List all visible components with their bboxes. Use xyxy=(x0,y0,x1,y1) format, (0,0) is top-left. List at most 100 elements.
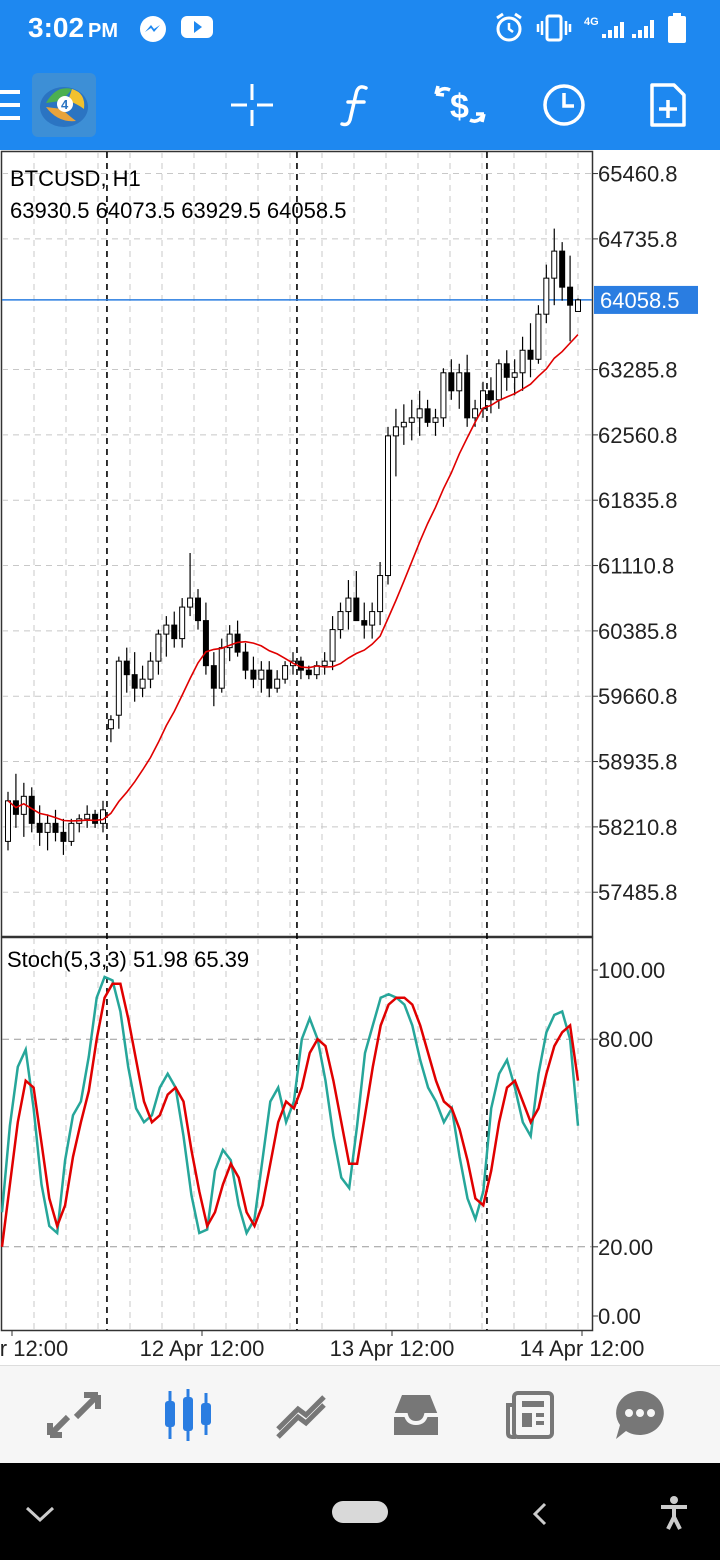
candle-body xyxy=(377,575,384,613)
back-icon[interactable] xyxy=(530,1501,550,1527)
nav-chat[interactable] xyxy=(590,1366,690,1464)
stoch-signal-line xyxy=(0,982,580,1247)
candle-body xyxy=(139,678,146,689)
status-time-value: 3:02 xyxy=(28,12,85,43)
candle-body xyxy=(92,813,99,824)
price-tick-label: 61110.8 xyxy=(598,554,674,579)
top-toolbar: 4 $ xyxy=(0,60,720,150)
trade-button[interactable]: $ xyxy=(418,60,502,150)
candle-body xyxy=(321,660,328,667)
chevron-down-icon[interactable] xyxy=(24,1503,56,1525)
candle xyxy=(234,620,241,657)
candle-body xyxy=(155,633,162,662)
candle xyxy=(195,589,201,630)
candle-body xyxy=(535,313,542,360)
candle-body xyxy=(527,349,534,360)
nav-history[interactable] xyxy=(366,1366,466,1464)
candle xyxy=(282,661,289,684)
current-price-badge xyxy=(594,285,698,314)
candle xyxy=(464,354,471,427)
nav-chart[interactable] xyxy=(138,1366,238,1464)
candles xyxy=(5,228,581,855)
candle-body xyxy=(305,669,312,676)
stoch-tick-label: 20.00 xyxy=(598,1235,653,1260)
new-document-icon xyxy=(650,83,686,127)
candle xyxy=(329,616,336,671)
candle-body xyxy=(202,620,209,667)
candle-body xyxy=(107,719,114,730)
accessibility-icon[interactable] xyxy=(658,1495,690,1531)
crosshair-button[interactable] xyxy=(210,60,294,150)
bottom-navigation xyxy=(0,1365,720,1464)
candle xyxy=(250,656,257,689)
ohlc-label: 63930.5 64073.5 63929.5 64058.5 xyxy=(10,198,346,223)
candle xyxy=(511,359,518,396)
system-navigation-bar xyxy=(0,1463,720,1560)
candle-body xyxy=(559,250,566,288)
chart-canvas[interactable]: 65460.8 64735.8 63285.8 62560.8 61835.8 61110… xyxy=(0,150,720,1365)
indicators-button[interactable] xyxy=(314,60,398,150)
candle-body xyxy=(432,417,439,423)
candle-body xyxy=(551,250,558,279)
candle xyxy=(92,809,99,828)
candle-body xyxy=(282,665,289,680)
candle-body xyxy=(408,417,415,423)
nav-news[interactable] xyxy=(480,1366,580,1464)
trade-nav-icon xyxy=(276,1395,326,1439)
candle-body xyxy=(179,606,186,640)
price-axis: 65460.8 64735.8 63285.8 62560.8 61835.8 61110… xyxy=(592,162,678,905)
candle xyxy=(361,602,368,639)
candle xyxy=(392,408,399,477)
candle xyxy=(171,611,178,648)
candle xyxy=(226,625,233,662)
candle-body xyxy=(147,660,154,680)
price-tick-label: 63285.8 xyxy=(598,358,678,383)
candle-body xyxy=(511,372,518,378)
stoch-main-line xyxy=(0,975,580,1237)
candle-body xyxy=(400,421,407,428)
nav-trade[interactable] xyxy=(252,1366,352,1464)
menu-button[interactable] xyxy=(0,60,26,150)
candle xyxy=(543,264,550,324)
candle xyxy=(139,665,146,698)
candle-body xyxy=(100,809,106,824)
candle xyxy=(52,809,59,842)
candle-body xyxy=(163,624,170,635)
candle-body xyxy=(503,363,510,378)
candle-body xyxy=(519,349,526,374)
candle xyxy=(337,602,344,639)
candle-body xyxy=(210,665,217,689)
candle-body xyxy=(448,372,455,392)
candle xyxy=(551,228,558,306)
price-tick-label: 65460.8 xyxy=(598,162,678,187)
history-icon xyxy=(543,84,585,126)
battery-icon xyxy=(668,13,686,43)
status-bar: 3:02 PM 4G xyxy=(0,0,720,60)
candle-body xyxy=(52,822,59,833)
history-button[interactable] xyxy=(522,60,606,150)
new-order-button[interactable] xyxy=(626,60,710,150)
candle xyxy=(487,377,494,414)
time-tick-label: 9 Apr 12:00 xyxy=(0,1336,68,1361)
candle-body xyxy=(424,408,431,423)
candle-body xyxy=(266,669,273,689)
candle xyxy=(60,818,67,855)
price-tick-label: 61835.8 xyxy=(598,488,678,513)
status-time: 3:02 PM xyxy=(28,12,118,44)
candle xyxy=(432,408,439,436)
candle-body xyxy=(464,372,471,419)
period-separators xyxy=(106,152,488,1330)
candle-body xyxy=(543,277,550,315)
candle-body xyxy=(440,372,447,419)
chart-area[interactable]: 65460.8 64735.8 63285.8 62560.8 61835.8 61110… xyxy=(0,150,720,1365)
candle-body xyxy=(416,408,423,419)
candle-body xyxy=(5,800,11,842)
candle-body xyxy=(218,647,225,689)
app-logo-button[interactable]: 4 xyxy=(32,60,96,150)
candle-body xyxy=(226,633,233,649)
home-pill[interactable] xyxy=(332,1501,388,1523)
nav-quotes[interactable] xyxy=(24,1366,124,1464)
candle xyxy=(385,426,391,585)
stoch-tick-label: 100.00 xyxy=(598,958,665,983)
candle xyxy=(416,390,423,436)
